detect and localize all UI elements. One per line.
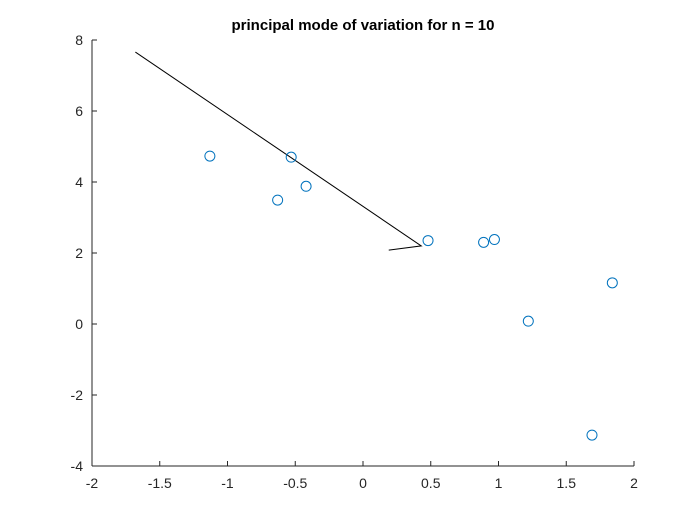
y-tick-label: -2 [71, 387, 84, 403]
data-point [606, 277, 618, 289]
data-point [488, 234, 500, 246]
y-tick-label: -4 [71, 458, 84, 474]
data-point [522, 315, 534, 327]
x-tick-label: 0.5 [421, 475, 441, 491]
y-tick-label: 8 [75, 32, 83, 48]
data-point [285, 151, 297, 163]
y-tick-label: 6 [75, 103, 83, 119]
data-point [422, 235, 434, 247]
mode-line [135, 51, 423, 251]
x-tick-label: -1.5 [148, 475, 172, 491]
x-tick-label: 1.5 [557, 475, 577, 491]
y-tick-label: 4 [75, 174, 83, 190]
y-tick-label: 2 [75, 245, 83, 261]
y-tick-label: 0 [75, 316, 83, 332]
data-point [204, 150, 216, 162]
x-tick-label: 0 [359, 475, 367, 491]
data-point [300, 180, 312, 192]
data-point [272, 194, 284, 206]
mode-line-layer [135, 51, 423, 251]
chart-title: principal mode of variation for n = 10 [232, 17, 495, 34]
data-point [478, 236, 490, 248]
x-tick-label: -2 [86, 475, 99, 491]
data-point [586, 429, 598, 441]
x-tick-label: -0.5 [283, 475, 307, 491]
points-layer [204, 150, 618, 441]
x-tick-label: -1 [221, 475, 234, 491]
x-tick-label: 1 [495, 475, 503, 491]
x-tick-label: 2 [630, 475, 638, 491]
